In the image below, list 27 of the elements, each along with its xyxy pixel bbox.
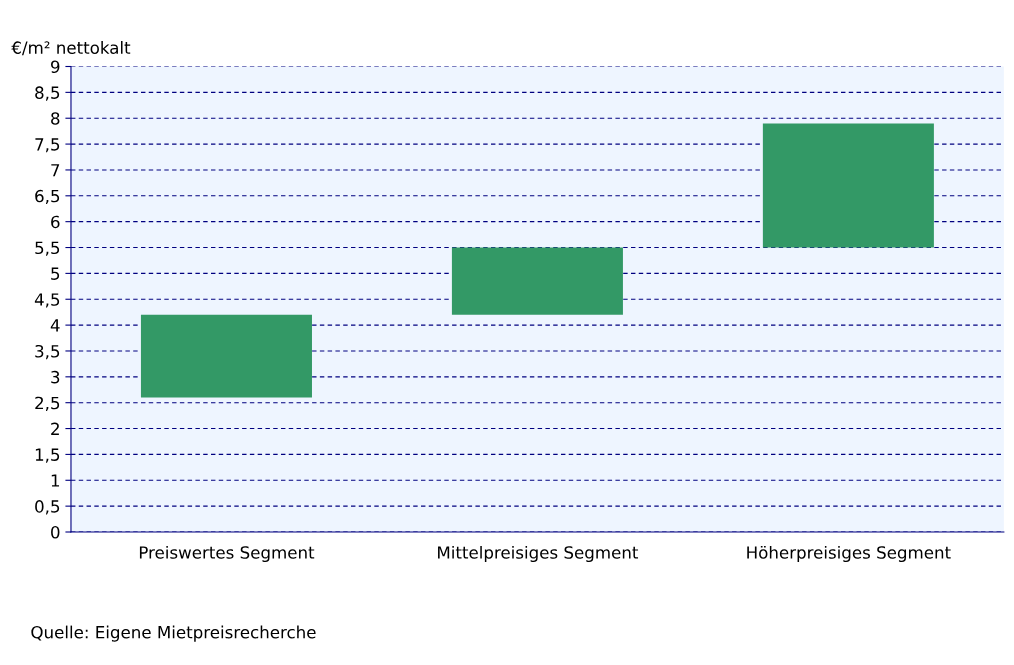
bar [140, 314, 312, 398]
y-tick-label: 5,5 [35, 241, 60, 256]
y-tick-label: 2 [51, 422, 59, 435]
x-tick-label: Mittelpreisiges Segment [438, 545, 639, 563]
y-axis-title: €/m² nettokalt [11, 41, 131, 56]
bar [762, 123, 934, 248]
y-tick-label: 8 [51, 112, 60, 125]
source-note: Quelle: Eigene Mietpreisrecherche [31, 625, 316, 642]
y-tick-label: 3 [51, 370, 60, 384]
y-tick-label: 9 [51, 60, 60, 74]
y-tick-label: 1 [51, 474, 60, 487]
y-tick-label: 8,5 [35, 86, 60, 101]
y-tick-label: 7 [51, 164, 60, 177]
bar [451, 247, 623, 315]
y-tick-label: 2,5 [35, 396, 60, 411]
y-tick-label: 1,5 [35, 448, 60, 463]
y-tick-label: 5 [51, 267, 60, 280]
y-tick-label: 4,5 [34, 293, 60, 308]
y-tick-label: 6,5 [35, 189, 60, 205]
x-tick-label: Preiswertes Segment [139, 545, 315, 563]
y-tick-label: 0 [51, 525, 60, 539]
y-tick-label: 6 [51, 215, 60, 229]
y-tick-label: 7,5 [35, 138, 60, 153]
y-tick-label: 0,5 [35, 500, 60, 515]
x-tick-label: Höherpreisiges Segment [747, 545, 951, 563]
y-tick-label: 3,5 [35, 344, 60, 360]
y-tick-label: 4 [50, 319, 60, 332]
